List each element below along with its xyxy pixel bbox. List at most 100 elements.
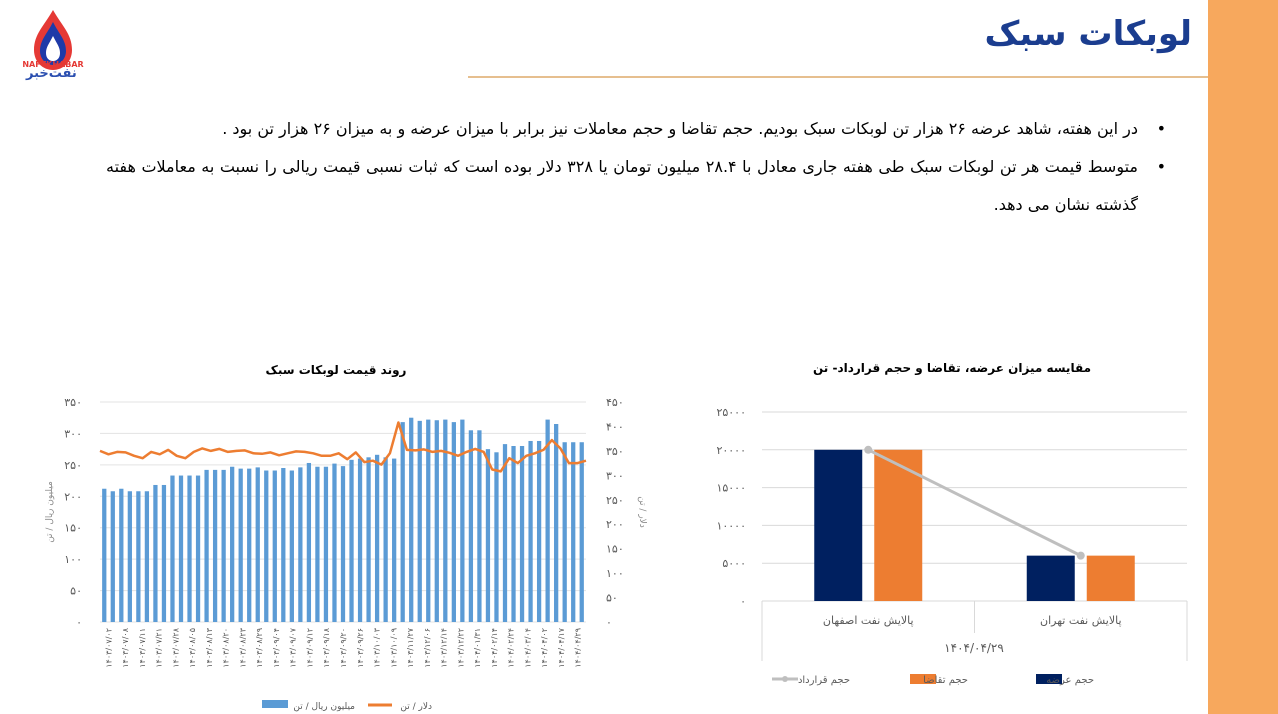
series-line [867, 448, 1082, 557]
bar [443, 419, 448, 622]
legend-swatch [1036, 674, 1062, 684]
line-series [864, 445, 1085, 560]
y-tick-label: ۲۰۰ [606, 518, 624, 531]
bar [460, 419, 465, 622]
y-tick-label: ۳۵۰ [606, 445, 624, 458]
legend-label: حجم عرضه [1046, 675, 1094, 686]
bar [119, 488, 124, 622]
bar [238, 468, 243, 622]
bar [212, 469, 218, 622]
logo-caption: NAFTKHABAR [22, 60, 84, 69]
legend-label: حجم قرارداد [798, 675, 850, 686]
bar [178, 475, 184, 622]
legend-label: حجم تقاضا [923, 675, 968, 686]
x-tick-label: ۱۴۰۳/۰۷/۰۸ [121, 627, 130, 667]
y-tick-label: ۵۰ [606, 592, 618, 605]
bullet-list: در این هفته، شاهد عرضه ۲۶ هزار تن لوبکات… [106, 110, 1166, 224]
bar [153, 484, 158, 622]
bar [528, 440, 533, 622]
bar [110, 491, 115, 622]
y-axis-left-label: میلیون ریال / تن [45, 481, 55, 543]
bar [289, 470, 294, 622]
bar [1086, 555, 1135, 601]
x-tick-label: ۱۴۰۳/۰۹/۰۴ [272, 628, 281, 668]
y-tick-label: ۱۵۰ [64, 522, 82, 535]
x-tick-label: ۱۴۰۳/۰۹/۲۶ [356, 628, 365, 668]
bar [814, 449, 863, 601]
bar [204, 469, 209, 622]
y-tick-label: ۳۰۰ [606, 469, 624, 482]
bar [374, 454, 380, 622]
bar [1026, 555, 1075, 601]
x-tick-label: ۱۴۰۳/۰۷/۰۲ [104, 628, 113, 668]
y-tick-label: ۴۰۰ [606, 420, 624, 433]
bar [272, 470, 277, 622]
bar [144, 491, 150, 622]
x-tick-label: ۱۴۰۳/۰۸/۲۰ [222, 628, 231, 668]
bar [136, 491, 141, 622]
bar [571, 442, 576, 622]
bar [409, 417, 414, 622]
bar [127, 491, 132, 622]
y-tick-label: ۳۰۰ [64, 427, 82, 440]
x-tick-label: ۱۴۰۳/۰۷/۱۱ [138, 628, 147, 668]
bar [264, 470, 269, 622]
chart-legend: حجم عرضه حجم تقاضا حجم قرارداد [772, 674, 1094, 686]
y-tick-label: ۰ [76, 616, 82, 629]
x-tick-label: پالایش نفت تهران [1040, 614, 1122, 627]
bar [221, 469, 226, 622]
y-tick-label: ۲۵۰۰۰ [716, 406, 746, 419]
accent-sidebar [1208, 0, 1278, 714]
x-tick-label: ۱۴۰۳/۰۹/۰۷ [289, 627, 298, 667]
chart-title: مقایسه میزان عرضه، تقاضا و حجم قرارداد- … [813, 361, 1091, 376]
bar [323, 466, 329, 622]
y-tick-label: ۱۵۰۰۰ [716, 482, 746, 495]
line-point [1076, 551, 1085, 560]
x-tick-label: ۱۴۰۳/۰۹/۲۰ [339, 628, 348, 668]
bar [562, 442, 567, 622]
bar-series [102, 417, 584, 622]
legend-swatch [782, 676, 788, 682]
bar [340, 466, 346, 622]
y-tick-label: ۲۵۰ [606, 494, 624, 507]
y-axis-left-ticks: ۰ ۵۰ ۱۰۰ ۱۵۰ ۲۰۰ ۲۵۰ ۳۰۰ ۳۵۰ [64, 396, 82, 629]
bar [511, 446, 516, 622]
chart-legend: دلار / تن میلیون ریال / تن [262, 700, 432, 712]
bar [281, 468, 286, 622]
y-tick-label: ۲۰۰ [64, 490, 82, 503]
y-tick-label: ۲۵۰ [64, 459, 82, 472]
line-series [99, 421, 587, 473]
x-tick-label: ۱۴۰۴/۰۱/۳۱ [473, 628, 482, 668]
y-axis-right-ticks: ۰ ۵۰ ۱۰۰ ۱۵۰ ۲۰۰ ۲۵۰ ۳۰۰ ۳۵۰ ۴۰۰ ۴۵۰ [606, 396, 624, 629]
bar [195, 475, 201, 622]
x-tick-label: ۱۴۰۴/۰۲/۱۴ [490, 628, 499, 668]
bar [400, 422, 405, 622]
y-tick-label: ۴۵۰ [606, 396, 624, 409]
legend-label: دلار / تن [400, 702, 432, 712]
y-tick-label: ۵۰ [70, 585, 82, 598]
group-label: ۱۴۰۴/۰۴/۲۹ [944, 641, 1004, 655]
bar [306, 462, 312, 622]
bar [494, 452, 499, 622]
y-tick-label: ۱۰۰۰۰ [716, 519, 746, 532]
bar [434, 420, 439, 622]
bar [247, 468, 252, 622]
bar [102, 488, 107, 622]
logo-text: نفت‌خبر [26, 66, 77, 81]
bar [161, 484, 167, 622]
x-tick-label: ۱۴۰۳/۰۹/۱۸ [322, 627, 331, 667]
y-tick-label: ۱۰۰ [606, 567, 624, 580]
legend-swatch [910, 674, 936, 684]
bar [349, 459, 354, 622]
x-tick-label: ۱۴۰۳/۱۰/۰۳ [373, 627, 382, 667]
bar [451, 422, 456, 622]
page-title: لوبکات سبک [984, 14, 1192, 54]
x-tick-label: ۱۴۰۳/۱۲/۰۶ [423, 628, 432, 668]
bar [187, 475, 192, 622]
y-axis-right-label: دلار / تن [637, 496, 647, 528]
x-tick-label: ۱۴۰۴/۰۳/۰۴ [523, 628, 532, 668]
x-tick-label: ۱۴۰۳/۰۸/۰۵ [188, 628, 197, 668]
bar [255, 467, 260, 622]
bar [545, 419, 550, 622]
bar [468, 430, 474, 622]
